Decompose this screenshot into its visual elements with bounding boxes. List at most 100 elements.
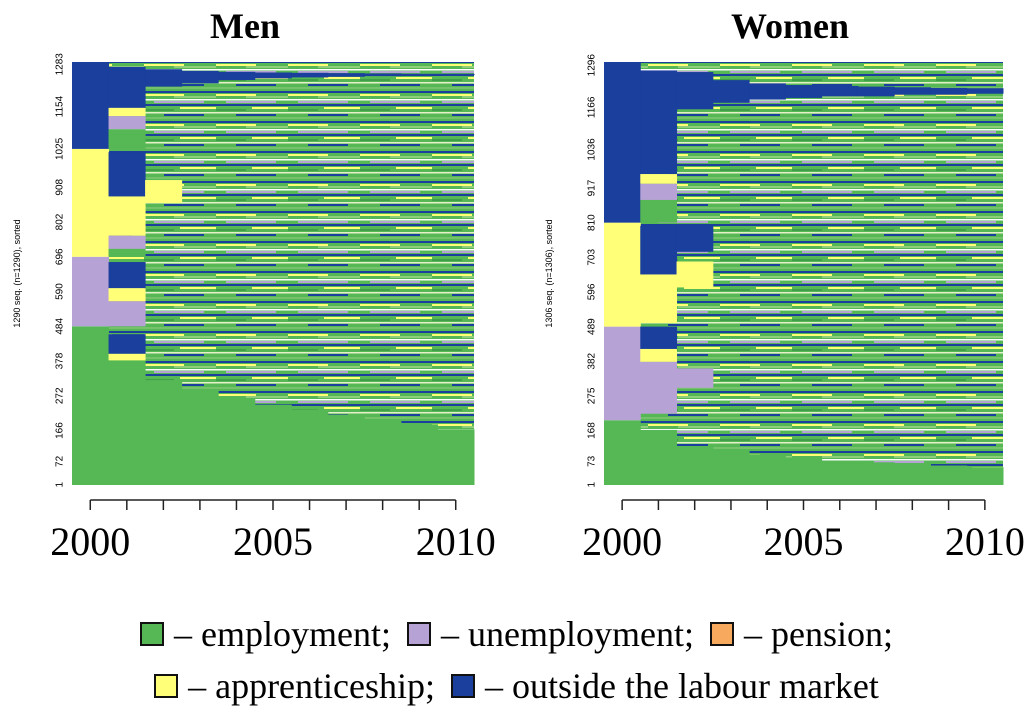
state-block bbox=[966, 88, 1004, 94]
y-tick-label: 802 bbox=[55, 213, 66, 230]
state-block bbox=[604, 326, 641, 421]
legend-row: – employment; – unemployment; – pension; bbox=[0, 608, 1033, 660]
state-block bbox=[640, 361, 678, 414]
y-tick-label: 166 bbox=[55, 422, 66, 439]
y-tick-label: 590 bbox=[55, 283, 66, 300]
y-tick-label: 1 bbox=[55, 481, 66, 487]
legend-label: – employment; bbox=[174, 614, 391, 654]
y-tick-label: 1 bbox=[587, 481, 598, 487]
state-block bbox=[604, 420, 641, 485]
x-tick-label: 2010 bbox=[416, 519, 496, 564]
state-block bbox=[108, 116, 146, 130]
state-block bbox=[72, 62, 110, 149]
state-block bbox=[930, 465, 968, 485]
state-block bbox=[437, 429, 475, 485]
y-tick-label: 908 bbox=[55, 178, 66, 195]
state-block bbox=[181, 389, 219, 485]
state-block bbox=[108, 301, 146, 327]
state-block bbox=[930, 87, 968, 95]
y-tick-label: 810 bbox=[587, 214, 598, 231]
y-tick-label: 1036 bbox=[587, 138, 598, 161]
y-tick-label: 272 bbox=[55, 387, 66, 404]
state-block bbox=[712, 80, 750, 103]
state-block bbox=[218, 71, 256, 81]
y-tick-label: 1025 bbox=[55, 137, 66, 160]
state-block bbox=[108, 248, 146, 257]
state-block bbox=[108, 288, 146, 302]
legend-entry: – unemployment; bbox=[407, 613, 694, 655]
state-block bbox=[640, 348, 678, 362]
state-block bbox=[640, 429, 678, 485]
legend-label: – outside the labour market bbox=[485, 666, 879, 706]
legend-entry: – apprenticeship; bbox=[154, 665, 435, 707]
legend-entry: – employment; bbox=[140, 613, 391, 655]
state-block bbox=[254, 404, 292, 485]
state-block bbox=[640, 174, 678, 184]
state-block bbox=[327, 73, 365, 77]
state-block bbox=[604, 222, 641, 327]
legend: – employment; – unemployment; – pension; –… bbox=[0, 608, 1033, 712]
legend-swatch bbox=[407, 622, 431, 646]
y-tick-label: 73 bbox=[587, 455, 598, 467]
legend-row: – apprenticeship; – outside the labour ma… bbox=[0, 660, 1033, 712]
state-block bbox=[254, 72, 292, 79]
legend-swatch bbox=[451, 674, 476, 698]
charts: Men 1290 seq. (n=1290), sorted 1 72 166 272 37… bbox=[12, 6, 1025, 564]
state-block bbox=[291, 409, 329, 485]
state-block bbox=[785, 457, 823, 485]
legend-label: – pension; bbox=[743, 614, 893, 654]
legend-swatch bbox=[709, 622, 734, 646]
state-block bbox=[145, 180, 183, 203]
state-block bbox=[181, 70, 219, 84]
state-block bbox=[145, 380, 183, 485]
state-block bbox=[108, 66, 146, 108]
state-block bbox=[108, 360, 146, 485]
state-block bbox=[821, 460, 859, 485]
legend-swatch bbox=[140, 622, 165, 646]
y-tick-label: 378 bbox=[55, 352, 66, 369]
state-block bbox=[676, 72, 714, 110]
state-block bbox=[857, 86, 895, 97]
state-block bbox=[640, 225, 678, 275]
state-block bbox=[894, 463, 931, 485]
state-block bbox=[857, 462, 895, 485]
state-block bbox=[437, 73, 475, 76]
y-tick-label: 382 bbox=[587, 352, 598, 369]
x-tick-label: 2010 bbox=[945, 519, 1025, 564]
state-block bbox=[108, 235, 146, 249]
x-tick-label: 2000 bbox=[582, 519, 662, 564]
state-block bbox=[640, 183, 678, 200]
state-block bbox=[640, 199, 678, 223]
y-tick-label: 489 bbox=[587, 318, 598, 335]
state-block bbox=[749, 454, 786, 485]
state-block bbox=[108, 152, 146, 197]
x-tick-label: 2005 bbox=[764, 519, 844, 564]
state-block bbox=[108, 107, 146, 117]
state-block bbox=[145, 69, 183, 87]
y-axis-label: 1290 seq. (n=1290), sorted bbox=[12, 219, 22, 327]
y-tick-label: 1154 bbox=[55, 95, 66, 117]
state-block bbox=[676, 368, 714, 388]
y-tick-label: 596 bbox=[587, 283, 598, 300]
state-block bbox=[712, 450, 750, 485]
state-block bbox=[640, 70, 678, 175]
state-block bbox=[108, 196, 146, 236]
y-tick-label: 696 bbox=[55, 248, 66, 265]
chart-title: Men bbox=[210, 6, 280, 46]
state-block bbox=[894, 87, 931, 95]
state-block bbox=[72, 256, 110, 327]
state-block bbox=[821, 85, 859, 97]
state-block bbox=[640, 326, 678, 349]
state-block bbox=[108, 353, 146, 361]
chart-title: Women bbox=[731, 6, 849, 46]
state-block bbox=[640, 274, 678, 324]
legend-swatch bbox=[154, 674, 179, 698]
state-block bbox=[291, 72, 329, 78]
y-tick-label: 1296 bbox=[587, 54, 598, 77]
y-tick-label: 703 bbox=[587, 249, 598, 266]
state-block bbox=[364, 419, 402, 485]
state-block bbox=[604, 62, 641, 223]
state-block bbox=[108, 334, 146, 354]
y-tick-label: 168 bbox=[587, 422, 598, 439]
